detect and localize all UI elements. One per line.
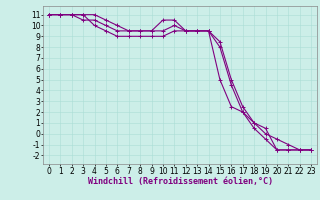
X-axis label: Windchill (Refroidissement éolien,°C): Windchill (Refroidissement éolien,°C) [87,177,273,186]
